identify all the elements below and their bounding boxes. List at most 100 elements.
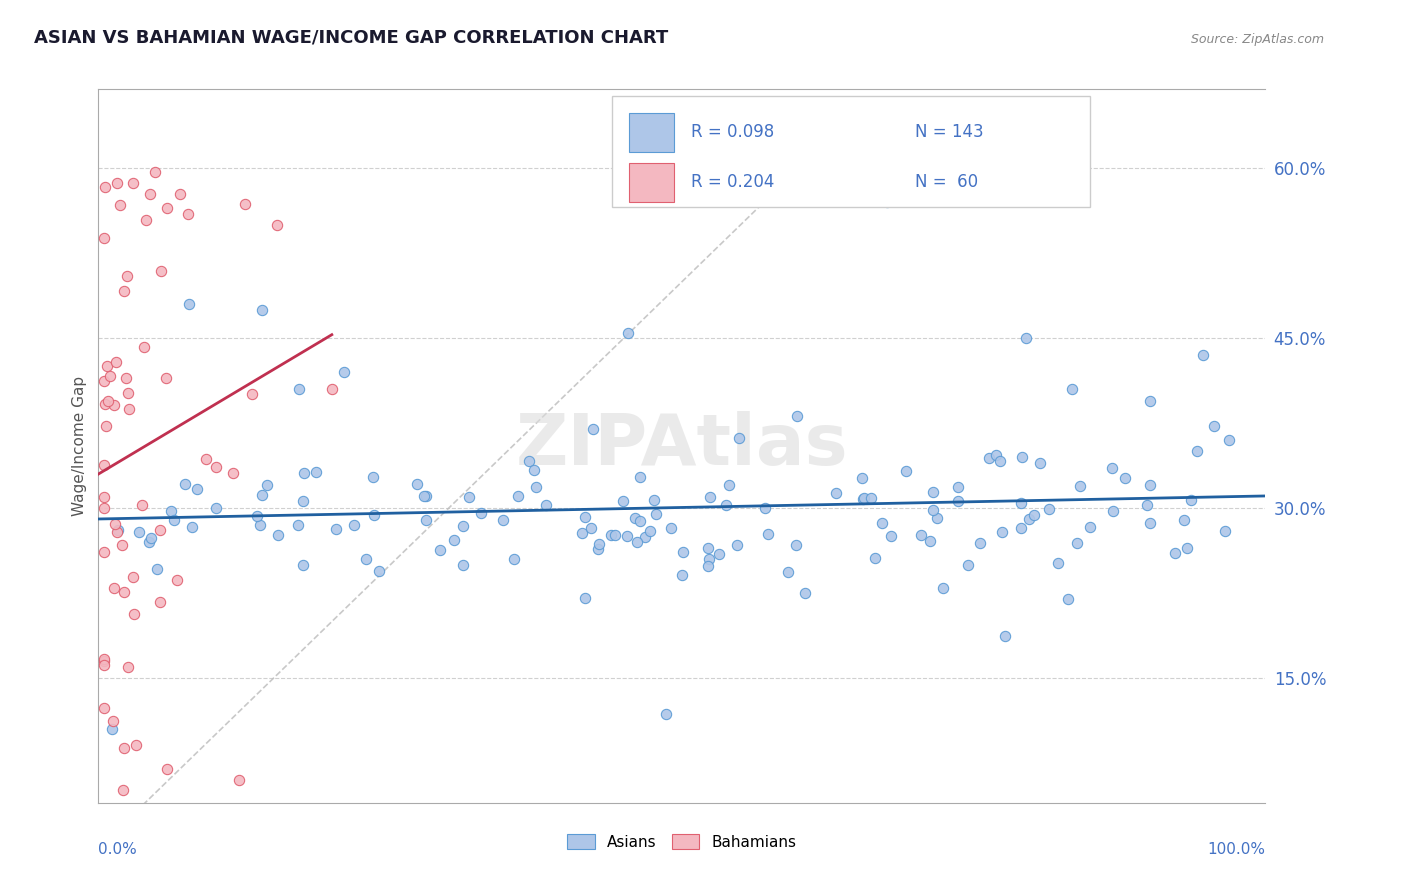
Point [946, 480, 969, 494]
Point [628, 470, 651, 484]
Point [343, 517, 366, 532]
Point [617, 326, 640, 340]
Point [927, 510, 949, 524]
Point [415, 490, 437, 504]
Point [1136, 499, 1159, 513]
Point [110, 198, 132, 212]
Point [1010, 495, 1032, 509]
Point [160, 503, 183, 517]
Point [859, 491, 882, 506]
Point [98, 369, 121, 384]
Point [177, 207, 200, 221]
Point [645, 508, 668, 522]
Point [266, 219, 288, 233]
Point [363, 508, 385, 522]
Point [117, 386, 139, 401]
Text: R = 0.098: R = 0.098 [692, 123, 775, 141]
Point [115, 371, 138, 385]
Point [697, 551, 720, 566]
Point [111, 782, 134, 797]
Point [852, 492, 875, 507]
Point [104, 354, 127, 368]
Point [523, 463, 546, 477]
Point [93, 701, 115, 715]
Text: 0.0%: 0.0% [98, 842, 138, 857]
Point [1010, 521, 1032, 535]
Point [1101, 504, 1123, 518]
Point [571, 525, 593, 540]
Y-axis label: Wage/Income Gap: Wage/Income Gap [72, 376, 87, 516]
Point [979, 451, 1001, 466]
Point [169, 187, 191, 202]
Point [103, 398, 125, 412]
Point [305, 466, 328, 480]
Point [94, 180, 117, 194]
Point [145, 561, 167, 575]
Text: Source: ZipAtlas.com: Source: ZipAtlas.com [1191, 33, 1324, 46]
Point [1014, 331, 1036, 345]
Point [250, 488, 273, 502]
Point [287, 518, 309, 533]
Point [135, 212, 157, 227]
Point [246, 508, 269, 523]
Point [1218, 434, 1240, 448]
Point [794, 586, 817, 600]
Point [96, 359, 118, 373]
Point [195, 451, 218, 466]
Point [93, 544, 115, 558]
Point [321, 382, 343, 396]
Point [93, 657, 115, 672]
Point [156, 762, 179, 776]
Point [105, 524, 128, 539]
Point [643, 492, 665, 507]
Point [93, 654, 115, 668]
Point [696, 541, 718, 555]
Point [1139, 393, 1161, 408]
Point [709, 547, 731, 561]
Point [1213, 524, 1236, 539]
Point [628, 515, 651, 529]
Point [104, 516, 127, 531]
Point [429, 543, 451, 558]
Point [122, 570, 145, 584]
Point [672, 545, 695, 559]
Point [150, 264, 173, 278]
Point [502, 551, 524, 566]
Point [112, 741, 135, 756]
Point [582, 422, 605, 436]
Text: 100.0%: 100.0% [1208, 842, 1265, 857]
Point [107, 523, 129, 537]
Point [725, 537, 748, 551]
Point [112, 584, 135, 599]
Point [100, 722, 122, 736]
Point [699, 490, 721, 504]
Point [1078, 520, 1101, 534]
Point [671, 568, 693, 582]
Point [93, 231, 115, 245]
Point [957, 558, 980, 572]
Point [579, 521, 602, 535]
Point [103, 581, 125, 595]
Point [222, 466, 245, 480]
Point [333, 365, 356, 379]
Point [1101, 461, 1123, 475]
Point [1069, 479, 1091, 493]
Point [863, 550, 886, 565]
Point [356, 552, 378, 566]
Point [162, 513, 184, 527]
Point [406, 477, 429, 491]
Text: N = 143: N = 143 [915, 123, 984, 141]
Point [291, 493, 314, 508]
Point [654, 707, 676, 722]
Point [149, 523, 172, 537]
Point [714, 498, 737, 512]
Point [659, 520, 682, 534]
Point [134, 340, 156, 354]
Point [93, 652, 115, 666]
Point [586, 541, 609, 556]
Point [368, 564, 391, 578]
Point [1028, 456, 1050, 470]
Point [267, 528, 290, 542]
Point [128, 524, 150, 539]
Point [921, 484, 943, 499]
